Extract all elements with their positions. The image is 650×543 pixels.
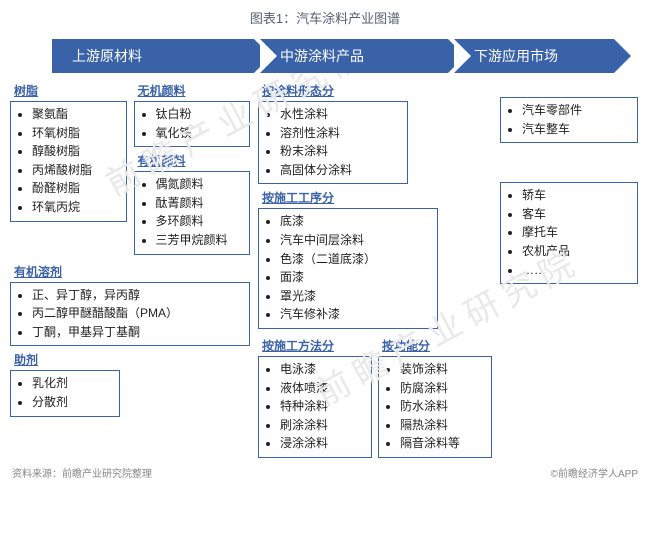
list-item: 摩托车 xyxy=(522,223,630,242)
list-item: 正、异丁醇，异丙醇 xyxy=(32,286,242,305)
box-organic-pigment: 偶氮颜料 酞菁颜料 多环颜料 三芳甲烷颜料 xyxy=(134,171,251,254)
list-item: 色漆（二道底漆） xyxy=(280,250,430,269)
columns: 树脂 聚氨酯 环氧树脂 醇酸树脂 丙烯酸树脂 酚醛树脂 环氧丙烷 无机颜料 钛白… xyxy=(10,79,640,463)
label-by-method: 按施工方法分 xyxy=(262,337,372,354)
box-by-process: 底漆 汽车中间层涂料 色漆（二道底漆） 面漆 罩光漆 汽车修补漆 xyxy=(258,208,438,329)
box-downstream-2: 轿车 客车 摩托车 农机产品 …… xyxy=(500,182,638,284)
arrow-midstream: 中游涂料产品 xyxy=(260,39,448,73)
label-organic-pigment: 有机颜料 xyxy=(138,152,251,169)
list-item: 偶氮颜料 xyxy=(156,175,243,194)
list-item: 酞菁颜料 xyxy=(156,194,243,213)
box-inorganic: 钛白粉 氧化铁 xyxy=(134,101,251,147)
list-item: 分散剂 xyxy=(32,393,112,412)
list-item: 乳化剂 xyxy=(32,374,112,393)
list-item: 电泳漆 xyxy=(280,360,364,379)
list-item: 农机产品 xyxy=(522,242,630,261)
list-item: 环氧树脂 xyxy=(32,124,119,143)
list-item: 氧化铁 xyxy=(156,124,243,143)
list-item: 隔音涂料等 xyxy=(400,434,484,453)
box-solvent: 正、异丁醇，异丙醇 丙二醇甲醚醋酸酯（PMA） 丁酮，甲基异丁基酮 xyxy=(10,282,250,347)
label-solvent: 有机溶剂 xyxy=(14,263,250,280)
list-item: 醇酸树脂 xyxy=(32,142,119,161)
list-item: 汽车零部件 xyxy=(522,101,630,120)
list-item: 面漆 xyxy=(280,268,430,287)
copyright-text: ©前瞻经济学人APP xyxy=(551,465,638,480)
label-inorganic: 无机颜料 xyxy=(138,82,251,99)
box-downstream-1: 汽车零部件 汽车整车 xyxy=(500,97,638,143)
list-item: 水性涂料 xyxy=(280,105,400,124)
label-by-function: 按功能分 xyxy=(382,337,492,354)
list-item: 钛白粉 xyxy=(156,105,243,124)
arrow-downstream: 下游应用市场 xyxy=(454,39,614,73)
list-item: 高固体分涂料 xyxy=(280,161,400,180)
box-resin: 聚氨酯 环氧树脂 醇酸树脂 丙烯酸树脂 酚醛树脂 环氧丙烷 xyxy=(10,101,127,222)
source-text: 资料来源：前瞻产业研究院整理 xyxy=(12,465,152,480)
stage-arrows: 上游原材料 中游涂料产品 下游应用市场 xyxy=(52,39,640,73)
list-item: 浸涂涂料 xyxy=(280,434,364,453)
list-item: …… xyxy=(522,261,630,280)
list-item: 底漆 xyxy=(280,212,430,231)
list-item: 聚氨酯 xyxy=(32,105,119,124)
label-by-form: 按涂料形态分 xyxy=(262,82,492,99)
diagram-container: 前瞻产业研究院 前瞻产业研究院 图表1：汽车涂料产业图谱 上游原材料 中游涂料产… xyxy=(0,0,650,484)
label-additive: 助剂 xyxy=(14,351,250,368)
list-item: 酚醛树脂 xyxy=(32,179,119,198)
box-additive: 乳化剂 分散剂 xyxy=(10,370,120,416)
list-item: 装饰涂料 xyxy=(400,360,484,379)
list-item: 特种涂料 xyxy=(280,397,364,416)
list-item: 汽车中间层涂料 xyxy=(280,231,430,250)
list-item: 丙二醇甲醚醋酸酯（PMA） xyxy=(32,304,242,323)
list-item: 防腐涂料 xyxy=(400,379,484,398)
col-midstream: 按涂料形态分 水性涂料 溶剂性涂料 粉末涂料 高固体分涂料 按施工工序分 底漆 … xyxy=(258,79,492,463)
list-item: 汽车整车 xyxy=(522,120,630,139)
list-item: 隔热涂料 xyxy=(400,416,484,435)
list-item: 防水涂料 xyxy=(400,397,484,416)
col-upstream: 树脂 聚氨酯 环氧树脂 醇酸树脂 丙烯酸树脂 酚醛树脂 环氧丙烷 无机颜料 钛白… xyxy=(10,79,250,463)
list-item: 环氧丙烷 xyxy=(32,198,119,217)
list-item: 丙烯酸树脂 xyxy=(32,161,119,180)
label-by-process: 按施工工序分 xyxy=(262,189,492,206)
box-by-function: 装饰涂料 防腐涂料 防水涂料 隔热涂料 隔音涂料等 xyxy=(378,356,492,458)
col-downstream: 汽车零部件 汽车整车 轿车 客车 摩托车 农机产品 …… xyxy=(500,79,638,463)
box-by-form: 水性涂料 溶剂性涂料 粉末涂料 高固体分涂料 xyxy=(258,101,408,184)
list-item: 溶剂性涂料 xyxy=(280,124,400,143)
box-by-method: 电泳漆 液体喷漆 特种涂料 刷涂涂料 浸涂涂料 xyxy=(258,356,372,458)
list-item: 客车 xyxy=(522,205,630,224)
list-item: 罩光漆 xyxy=(280,287,430,306)
list-item: 多环颜料 xyxy=(156,212,243,231)
list-item: 轿车 xyxy=(522,186,630,205)
label-resin: 树脂 xyxy=(14,82,127,99)
list-item: 丁酮，甲基异丁基酮 xyxy=(32,323,242,342)
list-item: 粉末涂料 xyxy=(280,142,400,161)
footer: 资料来源：前瞻产业研究院整理 ©前瞻经济学人APP xyxy=(10,465,640,480)
list-item: 三芳甲烷颜料 xyxy=(156,231,243,250)
list-item: 液体喷漆 xyxy=(280,379,364,398)
list-item: 刷涂涂料 xyxy=(280,416,364,435)
arrow-upstream: 上游原材料 xyxy=(52,39,254,73)
chart-title: 图表1：汽车涂料产业图谱 xyxy=(10,8,640,27)
list-item: 汽车修补漆 xyxy=(280,305,430,324)
